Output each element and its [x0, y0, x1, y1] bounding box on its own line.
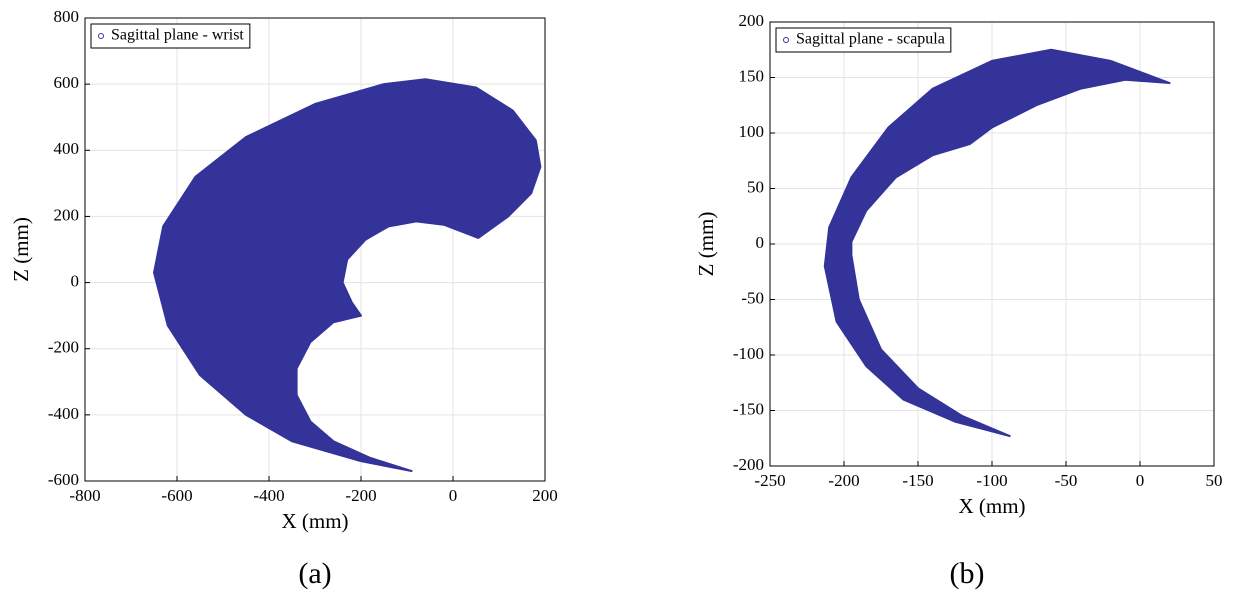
y-tick-label: 150: [739, 66, 765, 85]
x-axis-label: X (mm): [958, 494, 1025, 518]
legend-box: [90, 23, 251, 49]
y-tick-label: -50: [741, 288, 764, 307]
y-tick-label: -100: [733, 344, 764, 363]
y-tick-label: 50: [747, 177, 764, 196]
y-tick-label: 600: [54, 73, 80, 92]
axes-frame: [769, 21, 1215, 467]
y-tick-label: 0: [71, 271, 80, 290]
x-tick-label: -800: [69, 486, 100, 505]
x-axis-label: X (mm): [281, 509, 348, 533]
y-tick-label: 200: [54, 205, 80, 224]
y-tick-label: 400: [54, 139, 80, 158]
x-tick-label: -150: [902, 471, 933, 490]
x-tick-label: -50: [1055, 471, 1078, 490]
x-tick-label: -600: [161, 486, 192, 505]
y-axis-label: Z (mm): [9, 217, 33, 282]
y-tick-label: -200: [733, 455, 764, 474]
axes-frame: [84, 17, 546, 482]
x-tick-label: -200: [345, 486, 376, 505]
y-tick-label: 0: [756, 233, 765, 252]
x-tick-label: 0: [1136, 471, 1145, 490]
legend-label: Sagittal plane - scapula: [796, 31, 945, 48]
x-tick-label: 50: [1206, 471, 1223, 490]
y-tick-label: 200: [739, 11, 765, 30]
y-axis-label: Z (mm): [694, 212, 718, 277]
x-tick-label: -400: [253, 486, 284, 505]
y-tick-label: -150: [733, 399, 764, 418]
legend-label: Sagittal plane - wrist: [111, 27, 244, 44]
x-tick-label: -100: [976, 471, 1007, 490]
legend-marker: [98, 33, 104, 39]
legend-marker: [783, 37, 789, 43]
y-tick-label: -600: [48, 470, 79, 489]
y-tick-label: 100: [739, 122, 765, 141]
x-tick-label: -200: [828, 471, 859, 490]
caption: (b): [950, 557, 985, 590]
point-cloud: [823, 48, 1171, 438]
x-tick-label: 0: [449, 486, 458, 505]
y-tick-label: -200: [48, 338, 79, 357]
y-tick-label: 800: [54, 7, 80, 26]
x-tick-label: 200: [532, 486, 558, 505]
y-tick-label: -400: [48, 404, 79, 423]
caption: (a): [298, 557, 331, 590]
legend-box: [775, 27, 952, 53]
point-cloud: [153, 78, 542, 473]
x-tick-label: -250: [754, 471, 785, 490]
